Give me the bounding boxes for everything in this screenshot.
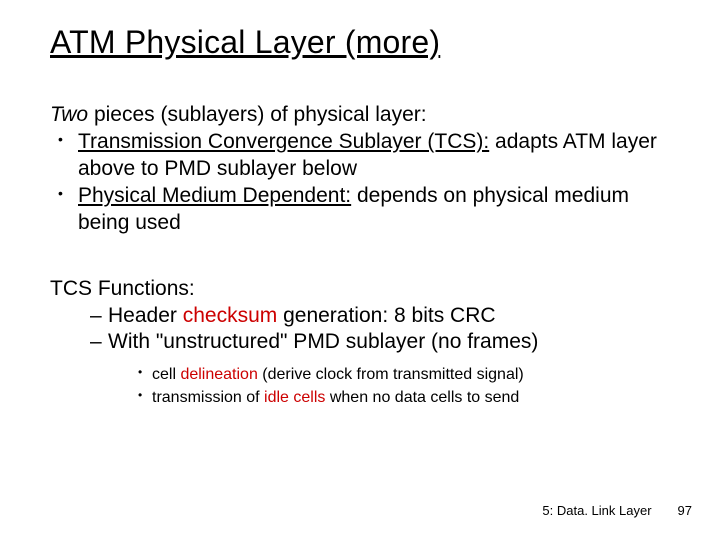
footer-page: 97 [678,503,692,518]
slide: ATM Physical Layer (more) Two pieces (su… [0,0,720,540]
intro-italic: Two [50,103,88,126]
sub-red: delineation [180,366,257,383]
dash-pre: With "unstructured" PMD sublayer (no fra… [108,330,538,353]
dash-post: generation: 8 bits CRC [277,304,495,327]
dash-item: Header checksum generation: 8 bits CRC [90,303,670,330]
dash-pre: Header [108,304,183,327]
intro-rest: pieces (sublayers) of physical layer: [88,103,426,126]
footer: 5: Data. Link Layer 97 [542,503,692,518]
intro-line: Two pieces (sublayers) of physical layer… [50,103,670,127]
sub-item: cell delineation (derive clock from tran… [138,364,670,386]
sub-pre: cell [152,366,180,383]
sub-red: idle cells [264,389,325,406]
footer-chapter: 5: Data. Link Layer [542,503,651,518]
bullet-underlined: Transmission Convergence Sublayer (TCS): [78,130,489,153]
slide-title: ATM Physical Layer (more) [50,24,670,61]
bullet-item: Physical Medium Dependent: depends on ph… [58,183,670,237]
sub-item: transmission of idle cells when no data … [138,387,670,409]
subhead: TCS Functions: [50,277,670,301]
dash-list: Header checksum generation: 8 bits CRC W… [50,303,670,357]
sub-list: cell delineation (derive clock from tran… [50,364,670,409]
sub-post: when no data cells to send [325,389,519,406]
sub-post: (derive clock from transmitted signal) [258,366,524,383]
dash-red: checksum [183,304,278,327]
bullet-underlined: Physical Medium Dependent: [78,184,351,207]
sub-pre: transmission of [152,389,264,406]
top-bullets: Transmission Convergence Sublayer (TCS):… [50,129,670,237]
dash-item: With "unstructured" PMD sublayer (no fra… [90,329,670,356]
bullet-item: Transmission Convergence Sublayer (TCS):… [58,129,670,183]
